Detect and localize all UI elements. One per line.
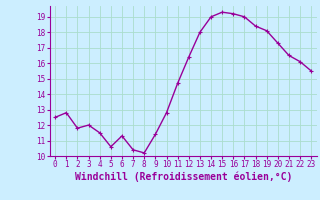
X-axis label: Windchill (Refroidissement éolien,°C): Windchill (Refroidissement éolien,°C): [75, 172, 292, 182]
